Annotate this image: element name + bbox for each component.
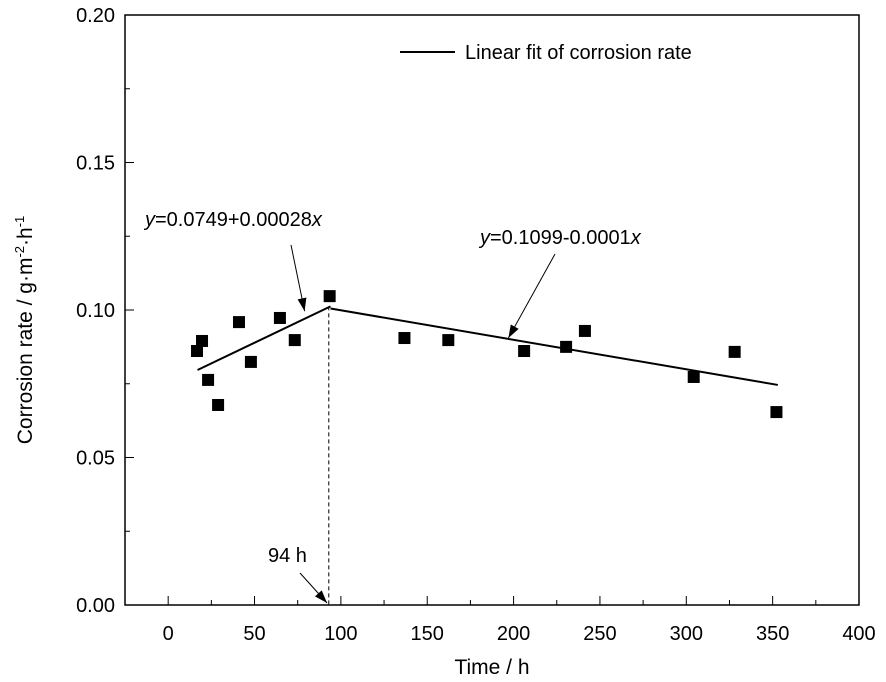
x-tick-label: 200 [497,623,530,645]
data-point [191,345,204,358]
y-tick-label: 0.15 [76,153,115,175]
x-tick-label: 150 [411,623,444,645]
x-tick-label: 300 [670,623,703,645]
data-point [518,345,531,358]
breakpoint-label: 94 h [268,545,307,567]
data-point [578,324,591,337]
plot-frame [124,14,860,606]
data-point [560,340,573,353]
breakpoint-arrow-head [315,590,328,603]
legend-label: Linear fit of corrosion rate [465,42,692,64]
fit-line-2 [330,307,778,386]
eq2-x: x [630,227,642,249]
eq2-arrow-head [508,324,519,339]
eq1-y: y [143,209,156,231]
data-point [687,370,700,383]
x-tick-label: 100 [324,623,357,645]
y-axis-title-sup2: -1 [12,216,27,228]
x-tick-label: 350 [756,623,789,645]
data-point [728,345,741,358]
y-tick-label: 0.05 [76,448,115,470]
x-tick-label: 250 [583,623,616,645]
x-tick-label: 50 [243,623,265,645]
y-axis-title-mid: ·h [14,227,37,246]
data-point [212,398,225,411]
x-tick-label: 400 [842,623,875,645]
x-axis-ticks: 0 50 100 150 200 250 300 350 400 [163,596,876,645]
data-point [244,355,257,368]
data-points [191,290,783,419]
data-point [323,290,336,303]
eq2-arrow-shaft [507,253,556,339]
y-tick-label: 0.00 [76,595,115,617]
eq1-arrow-head [297,297,307,312]
y-axis-title-main: Corrosion rate / g·m [14,258,37,445]
fit-equation-2: y=0.1099-0.0001x [478,227,642,249]
data-point [770,406,783,419]
y-axis-ticks: 0.00 0.05 0.10 0.15 0.20 [76,5,134,617]
eq1-body: =0.0749+0.00028 [155,209,312,231]
fit-equation-1: y=0.0749+0.00028x [143,209,323,231]
x-tick-label: 0 [163,623,174,645]
data-point [196,334,209,347]
y-tick-label: 0.20 [76,5,115,27]
y-tick-label: 0.10 [76,300,115,322]
annotation-arrows [290,244,556,604]
data-point [288,334,301,347]
fit-lines [197,305,778,386]
legend: Linear fit of corrosion rate [400,42,692,64]
data-point [202,373,215,386]
eq1-x: x [311,209,323,231]
eq2-body: =0.1099-0.0001 [490,227,631,249]
x-axis-title: Time / h [454,656,529,679]
data-point [273,311,286,324]
y-axis-title-sup1: -2 [12,246,27,258]
fit-line-1 [197,305,331,371]
plot-border [124,14,860,606]
y-axis-title: Corrosion rate / g·m-2·h-1 [12,216,37,445]
data-point [442,334,455,347]
data-point [232,316,245,329]
eq2-y: y [478,227,491,249]
data-point [398,332,411,345]
